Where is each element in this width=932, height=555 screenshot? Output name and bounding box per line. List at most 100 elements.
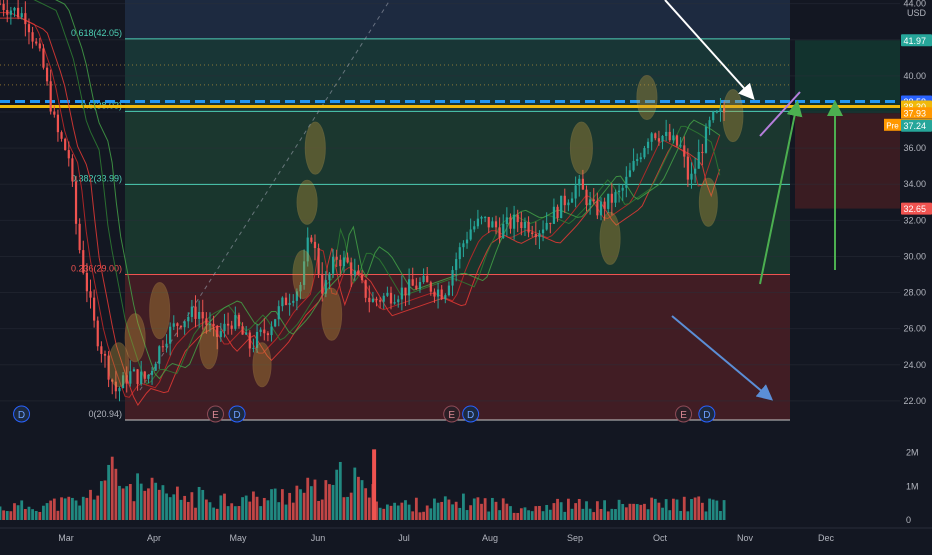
candle-body (281, 297, 284, 307)
candle-body (368, 297, 371, 303)
volume-bar (357, 476, 360, 520)
candle-body (545, 222, 548, 230)
candle-body (20, 13, 23, 18)
candle-body (701, 151, 704, 153)
highlight-ellipse (149, 282, 171, 340)
volume-bar (125, 486, 129, 520)
volume-bar (378, 507, 382, 520)
volume-bar (248, 501, 252, 520)
candle-body (121, 375, 125, 389)
price-tick-label: 32.00 (903, 215, 926, 225)
volume-bar (9, 511, 13, 520)
candle-body (53, 111, 56, 115)
fib-label: 0.618(42.05) (71, 28, 122, 38)
volume-bar (400, 502, 404, 520)
candle-body (552, 206, 556, 224)
volume-bar (447, 499, 451, 520)
candle-body (2, 3, 5, 11)
volume-tick-label: 0 (906, 515, 911, 525)
volume-tick-label: 2M (906, 448, 919, 458)
month-tick-label: May (229, 533, 247, 543)
candle-body (386, 292, 389, 296)
volume-group (0, 449, 726, 520)
candle-body (205, 318, 208, 325)
candle-body (665, 131, 668, 136)
candle-body (549, 222, 552, 224)
event-marker-circle (13, 405, 31, 423)
candle-body (342, 257, 346, 267)
volume-bar (592, 512, 596, 520)
candle-body (672, 135, 675, 141)
volume-bar (110, 456, 114, 520)
candle-body (339, 259, 342, 267)
volume-bar (85, 497, 89, 520)
price-badge (901, 34, 932, 47)
volume-bar (382, 508, 386, 520)
volume-bar (266, 500, 270, 520)
volume-bar (617, 499, 621, 520)
volume-bar (487, 511, 491, 520)
highlight-ellipse (722, 89, 744, 143)
highlight-ellipse (304, 121, 326, 175)
fib-zone-0236-0382 (125, 184, 790, 275)
candle-body (444, 295, 447, 300)
event-marker-label: E (680, 410, 687, 421)
candle-body (512, 214, 516, 229)
candle-body (125, 375, 128, 384)
volume-bar (545, 504, 549, 520)
volume-bar (342, 497, 346, 520)
candle-body (639, 157, 642, 160)
volume-bar (610, 508, 614, 520)
month-tick-label: Nov (737, 533, 754, 543)
candle-body (27, 24, 31, 33)
event-marker-circle (228, 405, 246, 423)
month-tick-label: Jul (398, 533, 410, 543)
volume-bar (440, 501, 444, 520)
volume-bar (313, 479, 317, 520)
fib-zone-0-0236 (125, 274, 790, 421)
price-tick-label: 22.00 (903, 396, 926, 406)
month-tick-label: Apr (147, 533, 161, 543)
candle-body (284, 297, 288, 305)
highlight-ellipse (252, 342, 272, 388)
candle-body (668, 131, 671, 141)
volume-bar (650, 497, 654, 520)
candle-body (252, 347, 255, 349)
volume-bar (34, 510, 38, 520)
volume-bar (277, 502, 281, 520)
volume-bar (71, 497, 74, 520)
candle-body (321, 273, 324, 294)
candle-body (118, 388, 121, 392)
volume-bar (588, 508, 592, 520)
moving-average-line (33, 0, 721, 385)
volume-bar (454, 501, 458, 520)
candle-body (161, 346, 165, 348)
volume-bar (280, 489, 284, 520)
candle-body (473, 226, 476, 230)
volume-bar (646, 509, 650, 520)
price-badge (901, 119, 932, 132)
candle-body (303, 261, 306, 285)
candle-body (610, 193, 613, 203)
candle-body (17, 7, 20, 18)
fib-trend-line (139, 0, 391, 391)
volume-bar (480, 503, 483, 520)
candle-body (397, 299, 400, 303)
volume-bar (284, 504, 288, 520)
volume-bar (671, 498, 675, 520)
volume-bar (404, 500, 407, 520)
volume-bar (715, 500, 719, 520)
volume-bar (418, 512, 422, 520)
candle-body (67, 150, 70, 159)
candle-body (393, 302, 396, 304)
volume-bar (161, 485, 165, 520)
volume-bar (299, 489, 302, 520)
candle-body (694, 168, 697, 174)
volume-bar (577, 498, 581, 520)
candle-body (625, 176, 628, 188)
candle-body (567, 202, 570, 206)
candle-body (722, 108, 726, 113)
volume-bar (230, 503, 234, 520)
